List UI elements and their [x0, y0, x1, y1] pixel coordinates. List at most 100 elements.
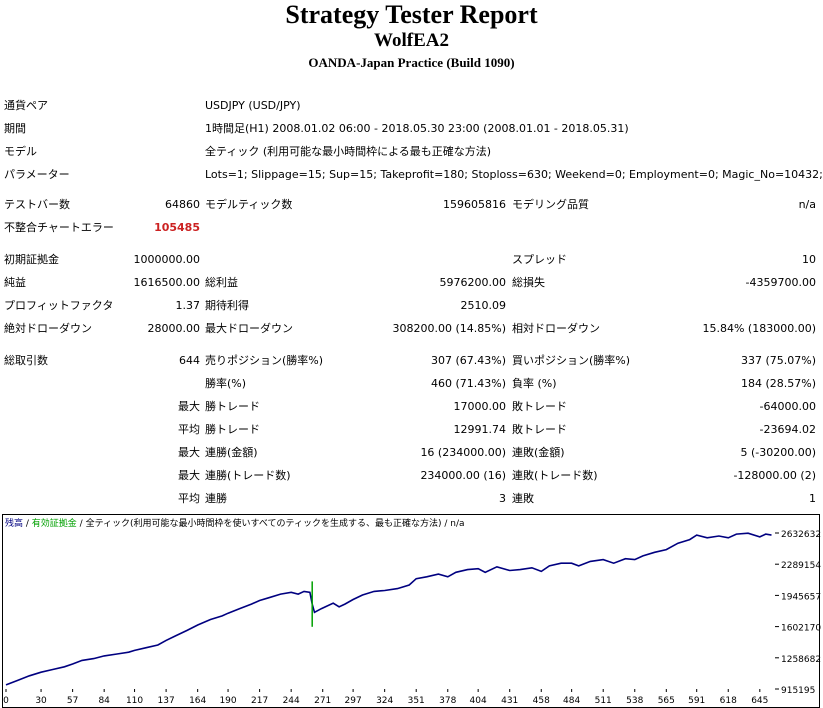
- max-label-1: 最大: [178, 400, 200, 413]
- x-tick-label: 271: [314, 696, 331, 706]
- test-bars-label: テストバー数: [4, 198, 70, 211]
- modeling-quality-value: n/a: [798, 198, 816, 211]
- largest-win-value: 17000.00: [453, 400, 507, 413]
- expected-payoff-value: 2510.09: [460, 299, 507, 312]
- y-tick-label: 1258682: [781, 655, 821, 665]
- gross-profit-value: 5976200.00: [439, 276, 506, 289]
- legend-sep-3: /: [441, 519, 451, 529]
- max-consec-loss-count-value: -128000.00 (2): [733, 469, 816, 482]
- win-rate-value: 460 (71.43%): [430, 377, 506, 390]
- report-title: Strategy Tester Report: [285, 0, 538, 29]
- y-tick-label: 2289154: [781, 561, 821, 571]
- params-label: パラメーター: [4, 168, 70, 181]
- max-consec-win-count-value: 234000.00 (16): [420, 469, 506, 482]
- pair-value: USDJPY (USD/JPY): [205, 99, 301, 112]
- y-tick-label: 1945657: [781, 592, 821, 602]
- model-ticks-label: モデルティック数: [205, 198, 293, 211]
- rel-drawdown-label: 相対ドローダウン: [512, 322, 600, 335]
- params-value: Lots=1; Slippage=15; Sup=15; Takeprofit=…: [205, 168, 823, 181]
- initial-deposit-value: 1000000.00: [133, 253, 200, 266]
- max-label-2: 最大: [178, 446, 200, 459]
- avg-consec-loss-label: 連敗: [512, 492, 534, 505]
- win-rate-label: 勝率(%): [205, 377, 247, 390]
- max-consec-win-count-label: 連勝(トレード数): [205, 469, 291, 482]
- x-tick-label: 378: [439, 696, 456, 706]
- x-tick-label: 618: [720, 696, 737, 706]
- x-tick-label: 84: [98, 696, 110, 706]
- rel-drawdown-value: 15.84% (183000.00): [702, 322, 816, 335]
- x-tick-label: 351: [408, 696, 425, 706]
- y-tick-label: 1602170: [781, 624, 821, 634]
- short-positions-value: 307 (67.43%): [430, 354, 506, 367]
- gross-loss-label: 総損失: [512, 276, 545, 289]
- avg-win-label: 勝トレード: [205, 423, 260, 436]
- net-profit-value: 1616500.00: [133, 276, 200, 289]
- pair-label: 通貨ペア: [4, 99, 48, 112]
- largest-win-label: 勝トレード: [205, 400, 260, 413]
- period-label: 期間: [4, 122, 26, 135]
- avg-loss-value: -23694.02: [759, 423, 816, 436]
- x-tick-label: 30: [35, 696, 47, 706]
- avg-label-1: 平均: [178, 423, 200, 436]
- spread-value: 10: [802, 253, 816, 266]
- x-tick-label: 484: [563, 696, 580, 706]
- server-name: OANDA-Japan Practice (Build 1090): [308, 55, 515, 70]
- y-tick-label: 915195: [781, 686, 815, 696]
- x-tick-label: 404: [470, 696, 487, 706]
- balance-line: [5, 532, 772, 686]
- legend-sep-1: /: [23, 519, 32, 529]
- abs-drawdown-label: 絶対ドローダウン: [4, 322, 92, 335]
- x-tick-label: 431: [501, 696, 518, 706]
- net-profit-label: 純益: [4, 276, 26, 289]
- loss-rate-value: 184 (28.57%): [740, 377, 816, 390]
- model-value: 全ティック (利用可能な最小時間枠による最も正確な方法): [205, 145, 492, 158]
- x-tick-label: 297: [345, 696, 362, 706]
- legend-balance: 残高: [5, 519, 24, 529]
- max-consec-loss-count-label: 連敗(トレード数): [512, 469, 598, 482]
- chart-legend: 残高 / 有効証拠金 / 全ティック(利用可能な最小時間枠を使いすべてのティック…: [5, 516, 465, 529]
- x-tick-label: 217: [251, 696, 268, 706]
- avg-label-2: 平均: [178, 492, 200, 505]
- x-tick-label: 324: [376, 696, 393, 706]
- loss-rate-label: 負率 (%): [512, 377, 557, 390]
- x-tick-label: 0: [3, 696, 9, 706]
- max-consec-win-money-label: 連勝(金額): [205, 446, 258, 459]
- profit-factor-value: 1.37: [175, 299, 201, 312]
- legend-equity: 有効証拠金: [31, 519, 77, 529]
- model-label: モデル: [4, 145, 37, 158]
- avg-consec-win-value: 3: [499, 492, 506, 505]
- expected-payoff-label: 期待利得: [205, 299, 249, 312]
- abs-drawdown-value: 28000.00: [147, 322, 201, 335]
- x-tick-label: 458: [533, 696, 550, 706]
- largest-loss-value: -64000.00: [759, 400, 816, 413]
- initial-deposit-label: 初期証拠金: [4, 253, 59, 266]
- x-tick-label: 110: [126, 696, 143, 706]
- ea-name: WolfEA2: [374, 30, 449, 51]
- x-tick-label: 565: [658, 696, 675, 706]
- max-drawdown-value: 308200.00 (14.85%): [392, 322, 506, 335]
- long-positions-value: 337 (75.07%): [740, 354, 816, 367]
- spread-label: スプレッド: [512, 253, 567, 266]
- max-label-3: 最大: [178, 469, 200, 482]
- x-tick-label: 57: [67, 696, 78, 706]
- x-tick-label: 137: [158, 696, 175, 706]
- long-positions-label: 買いポジション(勝率%): [512, 354, 631, 367]
- legend-quality: n/a: [450, 519, 465, 529]
- x-tick-label: 538: [626, 696, 643, 706]
- profit-factor-label: プロフィットファクタ: [4, 299, 114, 312]
- avg-win-value: 12991.74: [453, 423, 507, 436]
- modeling-quality-label: モデリング品質: [512, 198, 589, 211]
- total-trades-label: 総取引数: [4, 354, 48, 367]
- gross-profit-label: 総利益: [205, 276, 238, 289]
- x-tick-label: 190: [219, 696, 236, 706]
- max-drawdown-label: 最大ドローダウン: [205, 322, 293, 335]
- mismatch-value: 105485: [154, 221, 200, 234]
- avg-consec-win-label: 連勝: [205, 492, 227, 505]
- largest-loss-label: 敗トレード: [512, 400, 567, 413]
- max-consec-loss-money-value: 5 (-30200.00): [740, 446, 816, 459]
- gross-loss-value: -4359700.00: [745, 276, 816, 289]
- avg-consec-loss-value: 1: [809, 492, 816, 505]
- model-ticks-value: 159605816: [443, 198, 506, 211]
- x-tick-label: 164: [189, 696, 206, 706]
